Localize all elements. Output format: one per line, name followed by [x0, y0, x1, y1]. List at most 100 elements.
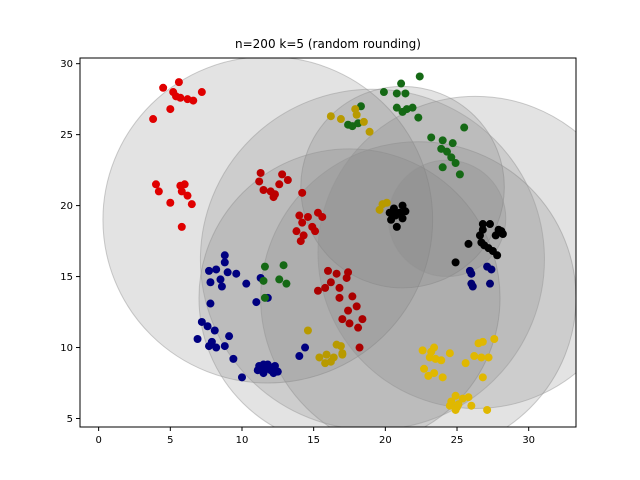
data-point-8-16 — [430, 369, 439, 378]
data-point-4-16 — [448, 139, 457, 148]
data-point-4-21 — [438, 163, 447, 172]
data-point-5-7 — [387, 215, 396, 224]
data-point-0-16 — [183, 191, 192, 200]
data-point-4-14 — [427, 133, 436, 142]
data-point-2-11 — [352, 302, 361, 311]
data-point-0-13 — [180, 180, 189, 189]
data-point-3-14 — [197, 317, 206, 326]
data-point-1-4 — [275, 180, 284, 189]
data-point-6-6 — [485, 279, 494, 288]
data-point-2-4 — [326, 278, 335, 287]
x-tick-label: 15 — [307, 435, 320, 446]
data-point-0-10 — [151, 180, 160, 189]
data-point-7-3 — [365, 127, 374, 136]
data-point-1-1 — [278, 170, 287, 179]
data-point-3-34 — [269, 369, 278, 378]
data-point-8-13 — [484, 353, 493, 362]
data-point-4-10 — [414, 113, 423, 122]
data-point-3-9 — [242, 279, 251, 288]
data-point-2-15 — [354, 323, 363, 332]
data-point-4-9 — [408, 103, 417, 112]
data-point-5-9 — [478, 220, 487, 229]
data-point-1-19 — [296, 237, 305, 246]
x-tick-label: 5 — [167, 435, 173, 446]
data-point-4-24 — [260, 262, 269, 271]
data-point-2-7 — [313, 286, 322, 295]
data-point-0-18 — [177, 222, 186, 231]
data-point-8-8 — [470, 352, 479, 361]
data-point-4-25 — [279, 261, 288, 270]
data-point-3-17 — [225, 332, 234, 341]
data-point-3-5 — [232, 269, 241, 278]
data-point-5-8 — [392, 222, 401, 231]
data-point-4-28 — [282, 279, 291, 288]
data-point-8-27 — [464, 393, 473, 402]
y-tick-label: 20 — [60, 201, 73, 212]
data-point-7-4 — [359, 117, 368, 126]
data-point-1-14 — [298, 218, 307, 227]
data-point-3-36 — [301, 343, 310, 352]
data-point-3-24 — [237, 373, 246, 382]
data-point-4-19 — [442, 147, 451, 156]
data-point-0-15 — [166, 198, 175, 207]
data-point-6-1 — [467, 269, 476, 278]
x-tick-label: 0 — [95, 435, 101, 446]
data-point-5-17 — [464, 239, 473, 248]
data-point-4-2 — [392, 89, 401, 98]
data-point-2-6 — [321, 283, 330, 292]
data-point-3-2 — [212, 265, 221, 274]
data-point-7-0 — [336, 115, 345, 124]
data-point-7-18 — [326, 357, 335, 366]
data-point-8-18 — [478, 373, 487, 382]
data-point-0-8 — [197, 88, 206, 97]
data-point-2-13 — [358, 315, 367, 324]
data-point-3-18 — [193, 335, 202, 344]
data-point-0-7 — [189, 96, 198, 105]
data-point-8-4 — [437, 356, 446, 365]
data-point-2-10 — [344, 306, 353, 315]
data-point-2-16 — [355, 343, 364, 352]
data-point-5-16 — [497, 227, 506, 236]
y-tick-label: 30 — [60, 59, 73, 70]
data-point-8-6 — [445, 349, 454, 358]
data-point-3-37 — [295, 352, 304, 361]
data-point-4-27 — [259, 276, 268, 285]
y-axis: 5 10 15 20 25 30 — [60, 59, 80, 425]
data-point-8-20 — [451, 391, 460, 400]
data-point-5-10 — [485, 220, 494, 229]
data-point-0-11 — [154, 187, 163, 196]
data-point-3-8 — [206, 278, 215, 287]
data-point-8-5 — [430, 343, 439, 352]
data-point-2-5 — [335, 283, 344, 292]
data-point-2-3 — [342, 273, 351, 282]
data-point-7-7 — [382, 198, 391, 207]
data-point-2-0 — [324, 266, 332, 275]
data-point-2-14 — [345, 319, 354, 328]
data-point-1-16 — [311, 227, 320, 236]
data-point-4-1 — [379, 88, 388, 97]
data-point-3-35 — [259, 366, 268, 375]
data-point-5-6 — [398, 214, 407, 223]
data-point-4-5 — [401, 89, 410, 98]
data-point-3-15 — [203, 322, 212, 331]
data-point-0-0 — [159, 83, 168, 92]
data-point-4-20 — [447, 153, 456, 162]
data-point-3-6 — [216, 275, 225, 284]
data-point-0-4 — [176, 93, 185, 102]
data-point-1-13 — [303, 212, 312, 221]
data-point-4-23 — [455, 170, 464, 179]
data-point-4-15 — [438, 136, 447, 145]
x-tick-label: 25 — [451, 435, 464, 446]
coverage-circle-2 — [198, 148, 501, 427]
data-point-5-15 — [491, 231, 500, 240]
data-point-2-8 — [335, 293, 344, 302]
data-point-8-28 — [483, 405, 492, 414]
data-point-4-26 — [275, 275, 284, 284]
data-point-3-4 — [205, 266, 214, 275]
data-point-4-17 — [460, 123, 469, 132]
data-point-0-2 — [174, 78, 183, 87]
data-point-2-9 — [348, 292, 357, 301]
data-point-3-3 — [223, 268, 232, 277]
data-point-8-11 — [490, 335, 499, 344]
data-point-3-20 — [205, 342, 214, 351]
